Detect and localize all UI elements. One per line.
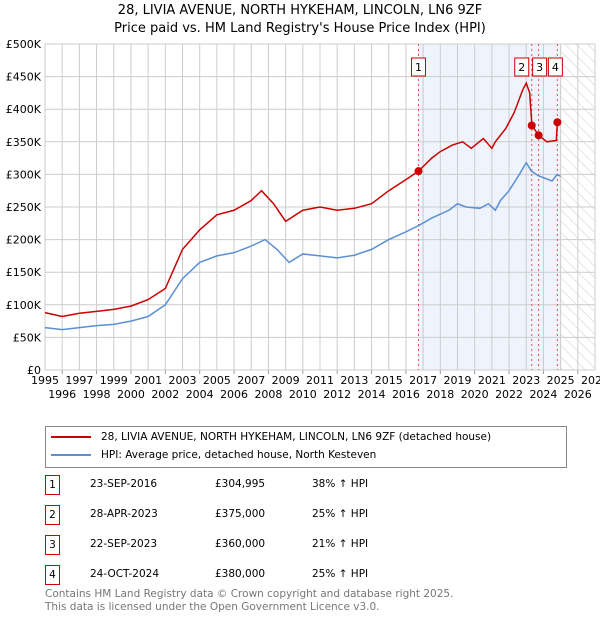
sale-point [414,167,423,176]
transaction-price: £375,000 [215,508,266,520]
footer: Contains HM Land Registry data © Crown c… [45,588,453,614]
sale-label-box [514,57,530,77]
sale-label: 2 [518,61,525,74]
transaction-hpi: 38% ↑ HPI [312,478,369,490]
legend-property: 28, LIVIA AVENUE, NORTH HYKEHAM, LINCOLN… [101,431,492,443]
x-tick-label: 2003 [169,374,197,387]
x-tick-label: 2025 [547,374,575,387]
x-tick-label: 2026 [564,388,592,401]
x-tick-label: 2013 [340,374,368,387]
x-tick-label: 2016 [392,388,420,401]
x-tick-label: 2021 [478,374,506,387]
x-tick-label: 2014 [358,388,386,401]
legend-red-line [51,436,91,438]
x-tick-label: 1996 [48,388,76,401]
footer-line1: Contains HM Land Registry data © Crown c… [45,588,454,600]
x-tick-label: 2007 [237,374,265,387]
y-tick-label: £250K [6,201,42,214]
chart-title-line2: Price paid vs. HM Land Registry's House … [114,21,486,36]
x-tick-label: 2027 [581,374,600,387]
legend-hpi: HPI: Average price, detached house, Nort… [101,449,377,461]
y-tick-label: £200K [6,234,42,247]
x-tick-label: 2023 [512,374,540,387]
sale-point [534,131,543,140]
x-tick-label: 2008 [254,388,282,401]
x-tick-label: 2006 [220,388,248,401]
transaction-date: 24-OCT-2024 [90,568,159,580]
transaction-price: £360,000 [215,538,266,550]
transaction-price: £304,995 [215,478,266,490]
transaction-date: 28-APR-2023 [90,508,158,520]
y-tick-label: £300K [6,168,42,181]
transaction-row: 2 28-APR-2023 £375,000 25% ↑ HPI [45,505,445,525]
y-tick-label: £100K [6,299,42,312]
series-line-0 [44,81,561,318]
transaction-number: 3 [45,535,60,555]
x-tick-label: 2012 [323,388,351,401]
sale-label-box [547,57,563,77]
transaction-number: 4 [45,565,60,585]
transaction-number: 1 [45,475,60,495]
x-tick-label: 2000 [117,388,145,401]
transaction-hpi: 25% ↑ HPI [312,568,369,580]
x-tick-label: 1999 [100,374,128,387]
transaction-hpi: 21% ↑ HPI [312,538,369,550]
x-tick-label: 2022 [495,388,523,401]
transaction-row: 1 23-SEP-2016 £304,995 38% ↑ HPI [45,475,445,495]
sale-label-box [532,57,548,77]
y-tick-label: £350K [6,136,42,149]
transaction-number: 2 [45,505,60,525]
x-tick-label: 1995 [31,374,59,387]
transaction-row: 3 22-SEP-2023 £360,000 21% ↑ HPI [45,535,445,555]
x-tick-label: 2010 [289,388,317,401]
transaction-price: £380,000 [215,568,266,580]
price-chart: £0 £50K £100K £150K £200K £250K £300K £350K £400… [6,38,600,401]
series-line-1 [44,161,561,331]
plot-frame [44,43,596,371]
x-tick-label: 2005 [203,374,231,387]
transaction-hpi: 25% ↑ HPI [312,508,369,520]
transaction-date: 23-SEP-2016 [90,478,158,490]
sale-point [553,118,562,127]
y-tick-label: £500K [6,38,42,51]
y-tick-label: £450K [6,71,42,84]
x-tick-label: 1997 [65,374,93,387]
sale-label-box [410,57,426,77]
legend: 28, LIVIA AVENUE, NORTH HYKEHAM, LINCOLN… [45,426,567,468]
x-tick-label: 2024 [529,388,557,401]
transaction-date: 22-SEP-2023 [90,538,158,550]
x-tick-label: 2001 [134,374,162,387]
transaction-row: 4 24-OCT-2024 £380,000 25% ↑ HPI [45,565,445,585]
x-tick-label: 2002 [151,388,179,401]
legend-blue-line [51,454,91,456]
sale-label: 1 [415,61,422,74]
y-tick-label: £400K [6,103,42,116]
footer-line2: This data is licensed under the Open Gov… [45,601,380,613]
y-tick-label: £0 [27,364,41,377]
x-tick-label: 2017 [409,374,437,387]
sale-label: 4 [552,61,559,74]
x-tick-label: 2009 [272,374,300,387]
x-tick-label: 2004 [186,388,214,401]
sale-point [527,121,536,130]
chart-title-line1: 28, LIVIA AVENUE, NORTH HYKEHAM, LINCOLN… [117,3,483,18]
y-tick-label: £150K [6,266,42,279]
y-tick-label: £50K [13,331,42,344]
sale-label: 3 [536,61,543,74]
x-tick-label: 2018 [426,388,454,401]
x-tick-label: 2011 [306,374,334,387]
x-tick-label: 2015 [375,374,403,387]
x-tick-label: 2019 [444,374,472,387]
x-tick-label: 1998 [83,388,111,401]
x-tick-label: 2020 [461,388,489,401]
